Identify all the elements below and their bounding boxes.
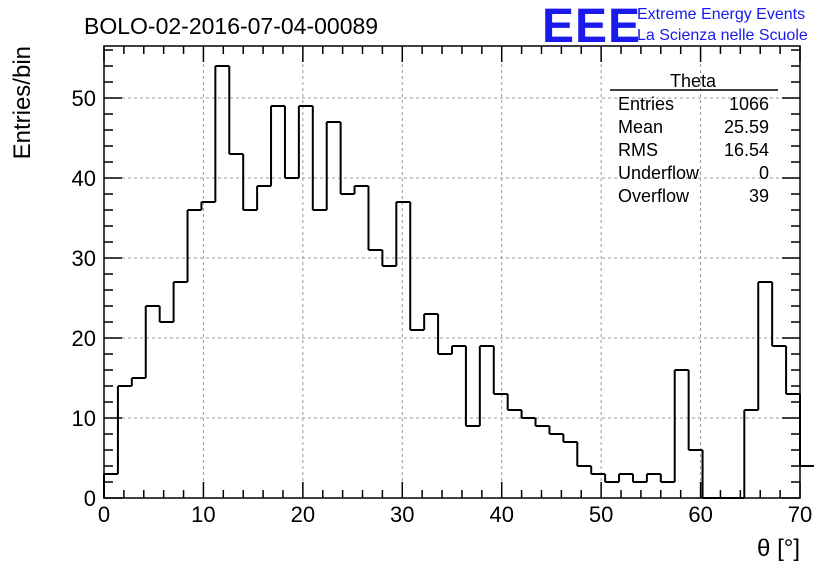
logo-line-1: Extreme Energy Events [637, 6, 805, 23]
y-tick-labels: 0 10 20 30 40 50 [72, 86, 96, 511]
y-tick-label: 40 [72, 166, 96, 191]
x-tick-label: 70 [788, 502, 812, 527]
logo-line-2: La Scienza nelle Scuole [637, 27, 808, 44]
stats-value: 25.59 [724, 117, 769, 137]
x-tick-label: 20 [291, 502, 315, 527]
x-tick-label: 50 [589, 502, 613, 527]
stats-label: RMS [618, 140, 658, 160]
y-tick-label: 10 [72, 406, 96, 431]
stats-box: Theta Entries 1066 Mean 25.59 RMS 16.54 Underf… [610, 71, 778, 206]
x-axis-label: θ [°] [757, 535, 800, 562]
y-axis-label: Entries/bin [9, 46, 36, 159]
stats-value: 1066 [729, 94, 769, 114]
eee-logo: EEE Extreme Energy Events La Scienza nel… [542, 0, 808, 53]
x-tick-label: 0 [98, 502, 110, 527]
x-tick-label: 10 [191, 502, 215, 527]
logo-eee: EEE [542, 0, 641, 53]
x-tick-labels: 0 10 20 30 40 50 60 70 [98, 502, 812, 527]
stats-label: Underflow [618, 163, 700, 183]
stats-value: 39 [749, 186, 769, 206]
stats-value: 16.54 [724, 140, 769, 160]
stats-rows: Entries 1066 Mean 25.59 RMS 16.54 Underflow 0 Ov… [618, 94, 769, 206]
y-tick-label: 0 [84, 486, 96, 511]
x-tick-label: 30 [390, 502, 414, 527]
stats-label: Overflow [618, 186, 690, 206]
stats-title: Theta [670, 71, 717, 91]
x-tick-label: 40 [489, 502, 513, 527]
stats-value: 0 [759, 163, 769, 183]
grid-lines [104, 46, 800, 498]
x-tick-label: 60 [688, 502, 712, 527]
y-tick-label: 30 [72, 246, 96, 271]
y-tick-label: 50 [72, 86, 96, 111]
plot-frame [103, 45, 801, 499]
chart-title: BOLO-02-2016-07-04-00089 [84, 13, 378, 39]
axis-ticks [103, 46, 801, 499]
y-tick-label: 20 [72, 326, 96, 351]
stats-label: Entries [618, 94, 674, 114]
histogram-series [103, 65, 814, 499]
stats-label: Mean [618, 117, 663, 137]
